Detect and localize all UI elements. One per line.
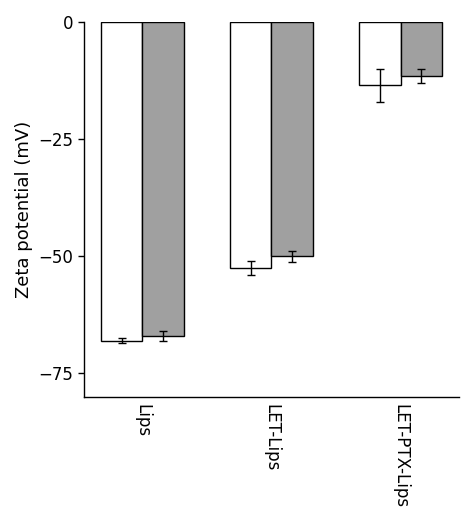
Bar: [142, 22, 183, 336]
Bar: [230, 22, 272, 268]
Bar: [359, 22, 401, 85]
Y-axis label: Zeta potential (mV): Zeta potential (mV): [15, 121, 33, 298]
Bar: [401, 22, 442, 76]
Bar: [101, 22, 142, 340]
Bar: [272, 22, 313, 256]
